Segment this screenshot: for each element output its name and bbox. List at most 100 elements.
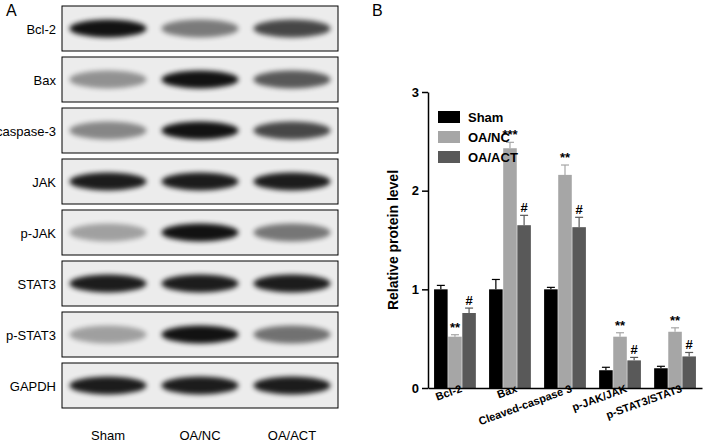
y-axis: 0123 [412, 85, 429, 396]
error-cap [547, 287, 555, 288]
blot-row-label: JAK [32, 175, 56, 190]
blot-band [161, 173, 238, 191]
bar [654, 368, 668, 388]
blot-lane-label: Sham [91, 428, 125, 443]
error-bar [616, 333, 624, 337]
x-tick: Bax [495, 382, 519, 400]
significance: # [631, 342, 639, 357]
significance: # [575, 202, 583, 217]
blot-band [161, 122, 238, 140]
panel-b: B***********#####0123Relative protein le… [372, 2, 703, 427]
y-tick-mark [422, 388, 428, 390]
bar [572, 227, 586, 388]
blot-lane-label: OA/NC [179, 428, 220, 443]
y-tick-label: 3 [412, 85, 419, 100]
legend-item: OA/NC [438, 130, 511, 145]
bar [544, 289, 558, 388]
error-cap [437, 285, 445, 286]
error-bar [575, 217, 583, 227]
error-bar [520, 215, 528, 225]
error-stem [564, 165, 565, 175]
legend-swatch [438, 151, 460, 163]
figure: ABcl-2BaxC-caspase-3JAKp-JAKSTAT3p-STAT3… [0, 0, 709, 447]
blot-strip [62, 261, 338, 306]
error-bar [561, 165, 569, 175]
x-tick: p-STAT3/STAT3 [604, 382, 683, 421]
bar [558, 175, 572, 388]
bar [517, 225, 531, 388]
error-stem [468, 308, 469, 313]
chart-title: B [372, 2, 383, 19]
significance: # [686, 337, 694, 352]
bar [434, 289, 448, 388]
significance: ** [615, 318, 626, 333]
blot-row-label: STAT3 [17, 277, 56, 292]
legend-label: OA/ACT [468, 150, 518, 165]
significance: ** [560, 150, 571, 165]
y-tick-mark [422, 190, 428, 192]
blot-band [69, 122, 146, 140]
blot-band [69, 20, 146, 38]
error-bar [630, 357, 638, 360]
blot-row-label: C-caspase-3 [0, 124, 56, 139]
error-stem [579, 217, 580, 227]
bar [668, 332, 682, 388]
y-tick-label: 1 [412, 282, 419, 297]
blot-strip [62, 6, 338, 51]
x-axis: Bcl-2BaxCleaved-caspase 3p-JAK/JAKp-STAT… [429, 382, 703, 427]
bar [489, 289, 503, 388]
bar [682, 356, 696, 388]
blot-band [253, 122, 330, 140]
blot-band [69, 326, 146, 344]
blot-lane-label: OA/ACT [268, 428, 316, 443]
blot-band [161, 224, 238, 242]
blot-band [253, 71, 330, 89]
error-bar [657, 366, 665, 368]
legend: Sham OA/NC OA/ACT [438, 110, 518, 165]
bar [627, 360, 641, 388]
blot-band [253, 275, 330, 293]
blot-band [69, 71, 146, 89]
bar [503, 148, 517, 388]
legend-swatch [438, 111, 460, 123]
blot-band [161, 326, 238, 344]
error-bar [465, 308, 473, 313]
error-cap [657, 366, 665, 367]
y-axis-title: Relative protein level [385, 170, 401, 310]
error-bar [685, 352, 693, 356]
blot-band [161, 20, 238, 38]
error-stem [495, 279, 496, 289]
x-tick-label: Bax [495, 382, 519, 400]
significance: ** [450, 320, 461, 335]
significance: # [520, 200, 528, 215]
blot-band [253, 377, 330, 395]
significance: ** [670, 313, 681, 328]
blot-band [161, 71, 238, 89]
blot-band [253, 326, 330, 344]
x-tick-label: Cleaved-caspase 3 [477, 382, 574, 427]
legend-item: OA/ACT [438, 150, 518, 165]
error-bar [602, 367, 610, 370]
error-bar [437, 285, 445, 289]
blot-strip [62, 363, 338, 408]
blot-band [69, 275, 146, 293]
error-bar [492, 279, 500, 289]
legend-label: OA/NC [468, 130, 511, 145]
blot-row-label: GAPDH [10, 379, 56, 394]
y-tick-mark [422, 289, 428, 291]
error-cap [492, 279, 500, 280]
blot-row-label: Bcl-2 [26, 22, 56, 37]
panel-a: ABcl-2BaxC-caspase-3JAKp-JAKSTAT3p-STAT3… [0, 2, 338, 443]
y-tick: 2 [412, 183, 428, 198]
blot-strip [62, 108, 338, 153]
panel-label: A [6, 2, 17, 19]
error-bar [547, 287, 555, 289]
legend-item: Sham [438, 110, 503, 125]
blot-band [161, 377, 238, 395]
blot-band [69, 224, 146, 242]
error-stem [523, 215, 524, 225]
blot-strip [62, 312, 338, 357]
x-tick-label: p-STAT3/STAT3 [604, 382, 683, 421]
blot-band [253, 173, 330, 191]
error-bar [451, 335, 459, 337]
